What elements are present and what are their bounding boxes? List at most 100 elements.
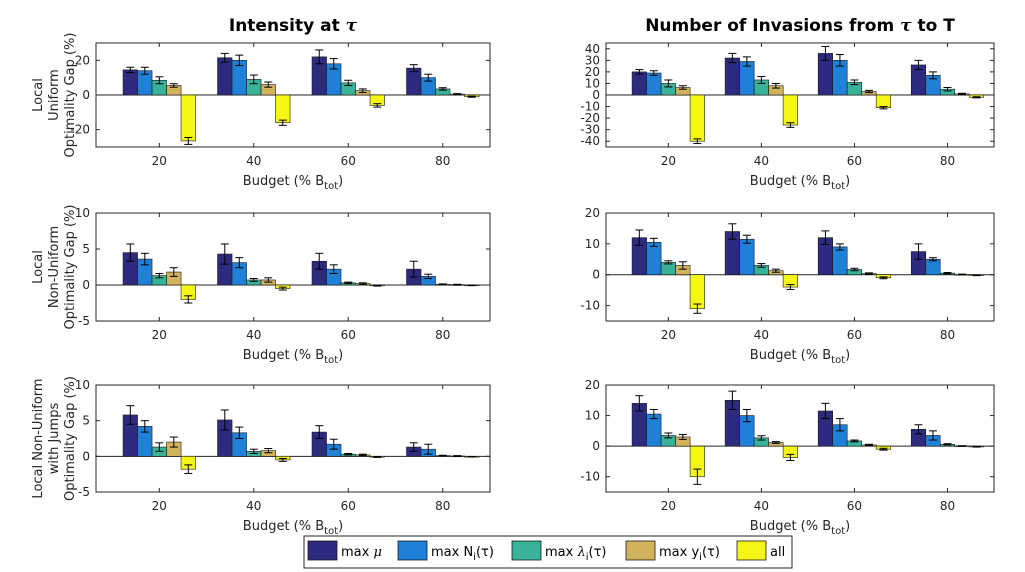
y-tick-label: 20 (75, 53, 90, 67)
y-tick-label: 10 (585, 409, 600, 423)
legend-item-max_N: max Ni(τ) (397, 540, 494, 563)
x-tick-label: 80 (435, 499, 450, 513)
legend-label: max Ni(τ) (431, 545, 494, 563)
y-tick-label: -10 (580, 470, 600, 484)
bar (832, 246, 848, 276)
panel-0-0: -20 0 20 20 40 60 80 Budget (% Btot) (70, 42, 491, 192)
x-tick-label: 60 (847, 154, 862, 168)
y-tick-label: 10 (585, 76, 600, 90)
bar (180, 94, 196, 142)
x-tick-label: 20 (152, 328, 167, 342)
x-tick-label: 60 (847, 499, 862, 513)
y-tick-label: 0 (592, 268, 600, 282)
y-tick-label: 0 (592, 439, 600, 453)
x-tick-label: 80 (940, 154, 955, 168)
legend-item-max_lambda: max λi(τ) (511, 540, 606, 563)
y-tick-label: 0 (82, 88, 90, 102)
ylabel-line: Optimality Gap (%) (63, 33, 78, 158)
bar (122, 69, 138, 96)
bar (689, 94, 705, 142)
axes-box (95, 212, 491, 322)
row-ylabel-0: Local Uniform Optimality Gap (%) (31, 33, 78, 158)
legend-item-max_mu: max μ (307, 540, 382, 561)
legend-box (303, 535, 793, 569)
x-tick-label: 80 (940, 328, 955, 342)
y-tick-label: 30 (585, 53, 600, 67)
bar (739, 238, 755, 276)
x-tick-label: 20 (661, 328, 676, 342)
ylabel-line: Local Non-Uniform (31, 378, 46, 498)
x-tick-label: 20 (661, 499, 676, 513)
y-tick-label: -10 (580, 100, 600, 114)
column-title-0: Intensity at τ (229, 16, 358, 36)
x-tick-label: 40 (754, 154, 769, 168)
x-tick-label: 40 (246, 328, 261, 342)
bar (782, 94, 798, 126)
x-axis-label: Budget (% Btot) (750, 519, 850, 537)
axes-box (605, 384, 995, 493)
x-tick-label: 60 (847, 328, 862, 342)
ylabel-line: Optimality Gap (%) (63, 205, 78, 330)
bar (406, 67, 422, 96)
column-title-1: Number of Invasions from τ to T (645, 16, 955, 36)
y-tick-label: -5 (78, 485, 90, 499)
x-tick-label: 80 (435, 328, 450, 342)
y-tick-label: -10 (580, 299, 600, 313)
axes-box (95, 384, 491, 493)
bar (646, 72, 662, 96)
x-tick-label: 80 (435, 154, 450, 168)
y-tick-label: 10 (585, 237, 600, 251)
legend-swatch (625, 540, 656, 561)
legend-swatch (397, 540, 428, 561)
x-tick-label: 60 (341, 154, 356, 168)
legend: max μ max Ni(τ) max λi(τ) max yi(τ) all (303, 535, 793, 569)
x-tick-label: 60 (341, 328, 356, 342)
axes-box (605, 212, 995, 322)
y-tick-label: 5 (82, 414, 90, 428)
ylabel-line: Uniform (47, 69, 62, 121)
panel-1-0: -5 0 5 10 20 40 60 80 Budget (% Btot) (75, 206, 491, 366)
ylabel-line: Non-Uniform (47, 226, 62, 308)
y-tick-label: -40 (580, 134, 600, 148)
x-tick-label: 40 (754, 499, 769, 513)
legend-swatch (736, 540, 767, 561)
x-tick-label: 60 (341, 499, 356, 513)
row-ylabel-1: Local Non-Uniform Optimality Gap (%) (31, 205, 78, 330)
x-axis-label: Budget (% Btot) (243, 519, 343, 537)
y-tick-label: 5 (82, 242, 90, 256)
y-tick-label: 10 (75, 206, 90, 220)
x-axis-label: Budget (% Btot) (750, 174, 850, 192)
x-tick-label: 80 (940, 499, 955, 513)
y-tick-label: -30 (580, 123, 600, 137)
x-tick-label: 20 (152, 154, 167, 168)
panel-1-1: -10 0 10 20 20 40 60 80 Budget (% Btot) (580, 206, 995, 366)
bar (724, 57, 740, 96)
legend-swatch (307, 540, 338, 561)
y-tick-label: -20 (580, 111, 600, 125)
x-axis-label: Budget (% Btot) (750, 348, 850, 366)
ylabel-line: Optimality Gap (%) (63, 376, 78, 501)
x-tick-label: 40 (246, 499, 261, 513)
legend-label: max μ (341, 545, 382, 560)
x-axis-label: Budget (% Btot) (243, 174, 343, 192)
legend-item-max_y: max yi(τ) (625, 540, 720, 563)
y-tick-label: -5 (78, 314, 90, 328)
bar (875, 94, 891, 109)
x-tick-label: 20 (152, 499, 167, 513)
y-tick-label: 0 (592, 88, 600, 102)
bar (217, 57, 233, 96)
panel-2-0: -5 0 5 10 20 40 60 80 Budget (% Btot) (75, 378, 491, 537)
y-tick-label: 0 (82, 449, 90, 463)
bar (275, 94, 291, 124)
y-tick-label: 20 (585, 378, 600, 392)
ylabel-line: Local (31, 78, 46, 112)
x-tick-label: 40 (246, 154, 261, 168)
y-tick-label: 20 (585, 65, 600, 79)
ylabel-line: with Jumps (47, 403, 62, 475)
legend-item-all: all (736, 540, 785, 561)
y-tick-label: 20 (585, 206, 600, 220)
legend-label: max yi(τ) (659, 545, 720, 563)
x-tick-label: 20 (661, 154, 676, 168)
